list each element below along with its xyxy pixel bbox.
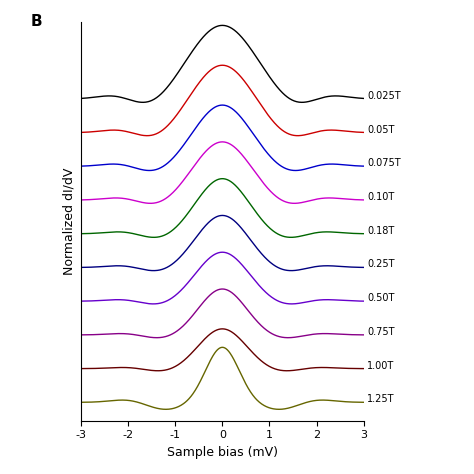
Y-axis label: Normalized dI/dV: Normalized dI/dV <box>63 168 75 275</box>
Text: 0.75T: 0.75T <box>367 327 395 337</box>
Text: B: B <box>30 14 42 29</box>
Text: 0.025T: 0.025T <box>367 91 401 101</box>
Text: 1.25T: 1.25T <box>367 394 395 404</box>
Text: 0.10T: 0.10T <box>367 192 395 202</box>
Text: 0.18T: 0.18T <box>367 226 395 236</box>
Text: 0.25T: 0.25T <box>367 259 395 269</box>
Text: 0.50T: 0.50T <box>367 293 395 303</box>
Text: 0.05T: 0.05T <box>367 125 395 135</box>
Text: 0.075T: 0.075T <box>367 158 401 168</box>
X-axis label: Sample bias (mV): Sample bias (mV) <box>167 446 278 459</box>
Text: 1.00T: 1.00T <box>367 361 395 371</box>
